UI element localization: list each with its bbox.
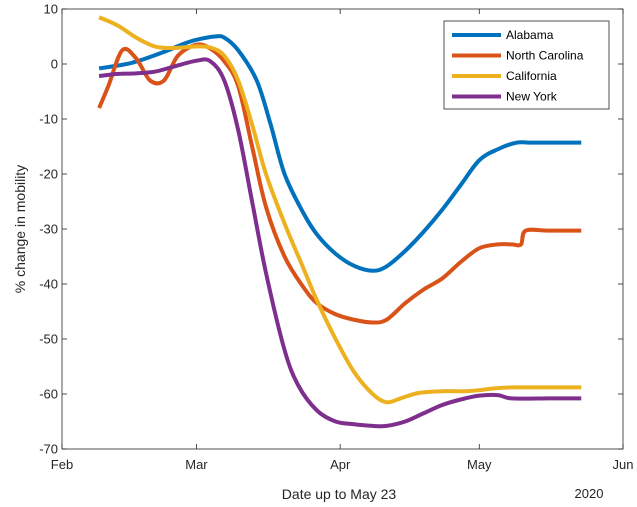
legend-label: Alabama <box>506 28 554 42</box>
x-tick-label: Feb <box>51 457 73 472</box>
y-tick-label: -60 <box>39 387 58 402</box>
x-year-label: 2020 <box>575 486 604 501</box>
series-layer <box>97 15 582 429</box>
series-line-alabama <box>98 34 582 273</box>
y-tick-label: 10 <box>44 2 58 17</box>
legend-label: New York <box>506 90 558 104</box>
x-tick-label: Mar <box>185 457 208 472</box>
y-tick-label: -30 <box>39 222 58 237</box>
legend-label: California <box>506 69 557 83</box>
x-tick-label: Jun <box>613 457 634 472</box>
series-line-new-york <box>98 57 582 429</box>
legend-label: North Carolina <box>506 49 584 63</box>
axis-layer: Feb Mar Apr May Jun 10 0 -10 -20 -30 -40 -50 -60 -70 <box>39 2 633 473</box>
x-tick-label: Apr <box>330 457 351 472</box>
series-line-california <box>98 15 582 405</box>
y-tick-label: -10 <box>39 112 58 127</box>
legend: Alabama North Carolina California New York <box>443 20 610 110</box>
y-axis-label: % change in mobility <box>12 165 28 293</box>
x-tick-label: May <box>467 457 492 472</box>
x-axis-label: Date up to May 23 <box>282 486 397 502</box>
y-tick-label: 0 <box>51 57 58 72</box>
y-tick-label: -50 <box>39 332 58 347</box>
y-tick-label: -20 <box>39 167 58 182</box>
y-tick-label: -40 <box>39 277 58 292</box>
y-tick-label: -70 <box>39 442 58 457</box>
